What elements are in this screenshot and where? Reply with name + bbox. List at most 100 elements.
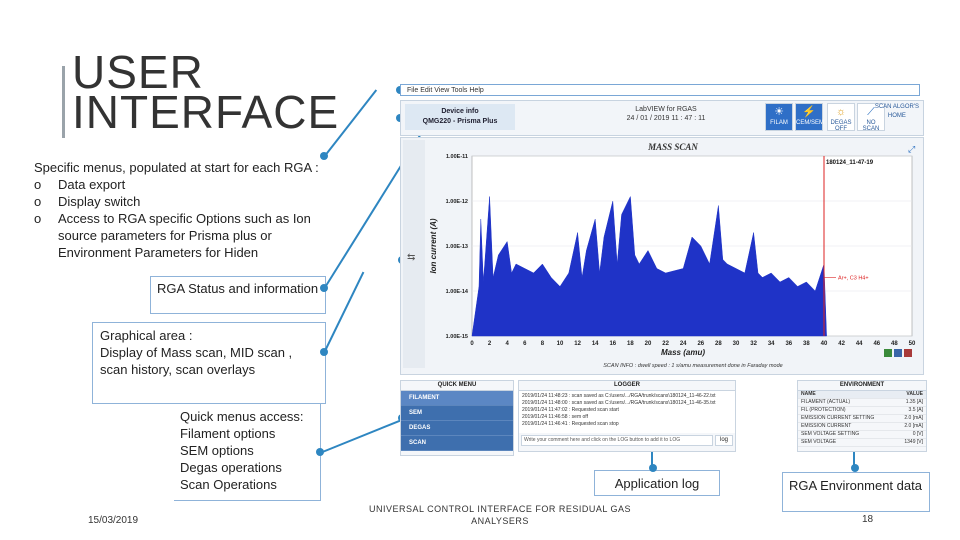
connector-dot [320,348,328,356]
log-text: Application log [614,476,700,491]
env-value: 1349 [V] [904,439,923,445]
labview-title: LabVIEW for RGAS [635,106,697,113]
graphical-callout: Graphical area : Display of Mass scan, M… [92,322,326,404]
x-tick-label: 26 [697,341,704,347]
menus-list-item: o Access to RGA specific Options such as … [34,210,320,261]
y-tick-label: 1.00E-11 [446,154,468,160]
x-axis-label: Mass (amu) [661,348,705,357]
scan-button-label: NO SCAN [862,120,880,132]
quick-menu-title: QUICK MENU [401,381,513,391]
home-label: HOME [887,113,906,119]
x-tick-label: 4 [506,341,510,347]
connector-line [323,271,365,354]
menus-item-text: Data export [58,177,126,192]
labview-datetime: 24 / 01 / 2019 11 : 47 : 11 [626,115,706,122]
env-row: EMISSION CURRENT SETTING 2.0 [mA] [798,415,926,423]
environment-title: ENVIRONMENT [798,381,926,391]
environment-header: NAME VALUE [798,391,926,399]
connector-dot [320,284,328,292]
x-tick-label: 20 [645,341,652,347]
log-line: 2019/01/24 11:48:23 : scan saved as C:/u… [522,393,716,399]
log-line: 2019/01/24 11:46:58 : sem off [522,414,588,420]
menus-list-item: o Display switch [34,193,320,210]
logger-panel: LOGGER 2019/01/24 11:48:23 : scan saved … [518,380,736,452]
quick-menu-degas[interactable]: DEGAS [401,421,513,436]
quick-callout: Quick menus access: Filament options SEM… [174,404,321,501]
slide-title: USER INTERFACE [72,46,339,135]
y-tick-label: 1.00E-14 [446,289,469,295]
env-col-name: NAME [801,391,816,397]
bullet: o [34,177,42,192]
y-tick-label: 1.00E-15 [446,334,468,340]
env-name: SEM VOLTAGE [801,439,837,445]
x-tick-label: 8 [541,341,545,347]
connector-dot [320,152,328,160]
y-tick-label: 1.00E-12 [446,199,468,205]
sem-toggle-button[interactable]: ⚡ CEM/SEM [795,103,825,131]
footer-title: UNIVERSAL CONTROL INTERFACE FOR RESIDUAL… [368,504,632,526]
scan-toggle-button[interactable]: ⟋ NO SCAN [857,103,885,132]
quick-menu-filament[interactable]: FILAMENT [401,391,513,406]
status-text: RGA Status and information [157,281,319,296]
x-tick-label: 24 [680,341,687,347]
bullet: o [34,211,42,226]
log-comment-input[interactable]: Write your comment here and click on the… [521,435,713,446]
side-arrows-icon[interactable]: ⇆ [407,252,416,263]
x-tick-label: 0 [470,341,474,347]
expand-icon: ⤢ [907,144,915,154]
device-info-title: Device info [441,108,479,115]
app-menubar[interactable]: File Edit View Tools Help [400,84,920,96]
cursor-marker-label: 180124_11-47-19 [826,160,874,166]
filament-toggle-button[interactable]: ☀ FILAM [765,103,793,131]
env-col-value: VALUE [906,391,923,397]
chart-title: MASS SCAN [647,142,698,152]
connector-dot [316,448,324,456]
device-info-model: QMG220 - Prisma Plus [422,118,498,125]
env-row: SEM VOLTAGE 1349 [V] [798,439,926,447]
connector-line [319,419,401,454]
mass-scan-chart: MASS SCAN ⤢ 1.00E-11 1.00E-12 1.00E-13 1.00E-… [426,138,920,372]
x-tick-label: 18 [627,341,634,347]
menus-intro: Specific menus, populated at start for e… [34,160,319,175]
filament-icon: ☀ [774,106,784,118]
env-row: SEM VOLTAGE SETTING 0 [V] [798,431,926,439]
x-tick-label: 12 [574,341,581,347]
title-accent-bar [62,66,65,138]
quick-menu-sem[interactable]: SEM [401,406,513,421]
scan-algo-home[interactable]: SCAN ALGOR'S HOME [875,103,919,121]
filament-button-label: FILAM [770,120,788,126]
logger-list[interactable]: 2019/01/24 11:48:23 : scan saved as C:/u… [519,391,735,433]
quick-line: Quick menus access: [180,409,304,424]
spectrum-area [471,195,827,337]
env-row: FIL (PROTECTION) 3.5 [A] [798,407,926,415]
menus-list-item: o Data export [34,176,320,193]
log-callout: Application log [594,470,720,496]
environment-panel: ENVIRONMENT NAME VALUE FILAMENT (ACTUAL)… [797,380,927,452]
quick-line: SEM options [180,443,254,458]
x-tick-label: 34 [768,341,775,347]
sem-button-label: CEM/SEM [796,120,825,126]
status-callout: RGA Status and information [150,276,326,314]
chart-side-handle[interactable]: ⇆ [403,140,425,368]
quick-menu-scan[interactable]: SCAN [401,436,513,451]
env-name: FILAMENT (ACTUAL) [801,399,851,405]
degas-icon: ☼ [835,106,847,118]
x-tick-label: 30 [733,341,740,347]
env-row: FILAMENT (ACTUAL) 1.35 [A] [798,399,926,407]
device-info: Device info QMG220 - Prisma Plus [405,104,515,130]
quick-line: Degas operations [180,460,282,475]
log-button[interactable]: log [715,435,733,446]
log-line: 2019/01/24 11:47:02 : Requested scan sta… [522,407,619,413]
menus-item-text: Display switch [58,194,141,209]
env-name: EMISSION CURRENT [801,423,852,429]
env-row: EMISSION CURRENT 2.0 [mA] [798,423,926,431]
graphical-body: Display of Mass scan, MID scan , scan hi… [100,345,293,377]
x-tick-label: 28 [715,341,722,347]
degas-toggle-button[interactable]: ☼ DEGAS OFF [827,103,855,132]
connector-dot [649,464,657,472]
x-tick-label: 42 [838,341,845,347]
slide-title-line1: USER [72,46,204,98]
sem-icon: ⚡ [802,106,816,118]
reset-control-icon [904,349,912,357]
bullet: o [34,194,42,209]
